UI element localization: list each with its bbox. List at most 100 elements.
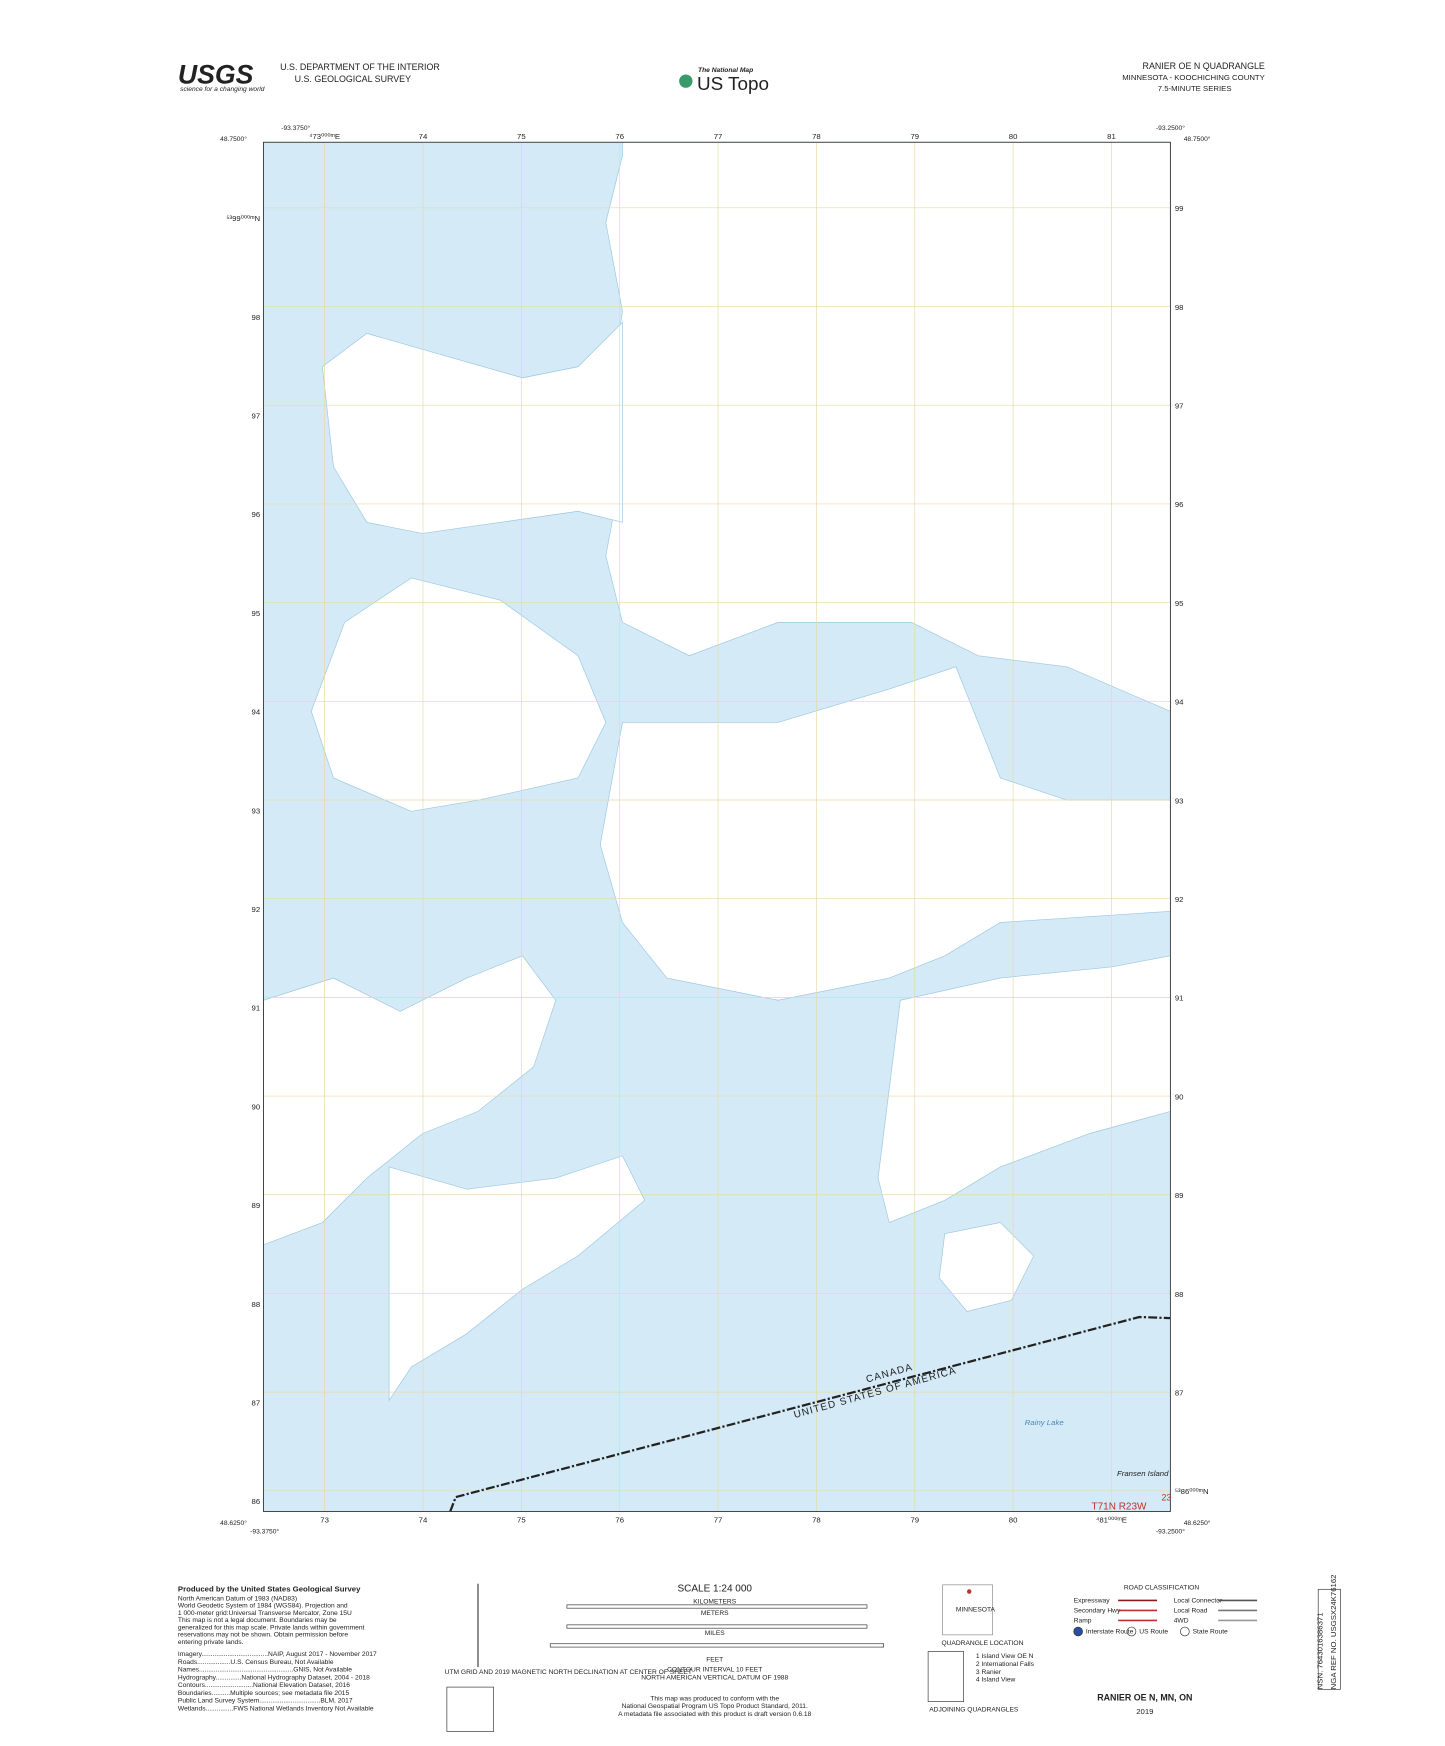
northing-label: 87	[1175, 1388, 1184, 1397]
source-line: Names...................................…	[178, 1667, 352, 1674]
vertical-datum: NORTH AMERICAN VERTICAL DATUM OF 1988	[641, 1674, 788, 1681]
northing-label: 94	[252, 708, 261, 717]
northing-label: 90	[252, 1102, 261, 1111]
scale: SCALE 1:24 000	[677, 1584, 752, 1595]
northing-label: 95	[252, 609, 261, 618]
northing-label: ⁵³99⁰⁰⁰ᵐN	[226, 214, 260, 223]
footer-year: 2019	[1136, 1707, 1153, 1716]
easting-label: 80	[1009, 132, 1018, 141]
road-title: ROAD CLASSIFICATION	[1124, 1584, 1200, 1591]
scale-unit: METERS	[701, 1610, 729, 1617]
northing-label: 89	[1175, 1191, 1184, 1200]
series: 7.5-MINUTE SERIES	[1158, 84, 1232, 93]
producer-lines: North American Datum of 1983 (NAD83)Worl…	[178, 1595, 377, 1712]
scale-bar	[566, 1624, 868, 1629]
route-label: US Route	[1139, 1629, 1168, 1636]
producer-line: generalized for this map scale. Private …	[178, 1624, 365, 1631]
state: MINNESOTA	[956, 1607, 996, 1614]
land-area	[263, 955, 557, 1246]
land	[263, 141, 1171, 1402]
land-area	[322, 321, 623, 534]
scale-unit: MILES	[705, 1630, 726, 1637]
tagline: science for a changing world	[180, 86, 265, 93]
northing-label: 95	[1175, 599, 1184, 608]
northing-label: 88	[252, 1300, 261, 1309]
easting-label: 76	[615, 1516, 624, 1525]
adjoining-item: 3 Ranier	[976, 1669, 1002, 1676]
map-frame: ⁴73⁰⁰⁰ᵐE 74 75 76 77 78 79 80 81 73 74 75 76 77 78 79 80…	[220, 124, 1211, 1536]
roads-legend: Expressway Secondary Hwy Ramp Local Connect…	[1073, 1598, 1258, 1637]
easting-label: 78	[812, 1516, 821, 1525]
section-label: 23	[1162, 1492, 1172, 1502]
source-line: Wetlands...............FWS National Wetl…	[178, 1705, 374, 1712]
footer-title: RANIER OE N, MN, ON	[1097, 1692, 1192, 1702]
road-label: Expressway	[1074, 1598, 1111, 1605]
route-label: Interstate Route	[1086, 1629, 1134, 1636]
northing-label: 96	[1175, 500, 1184, 509]
road-label: 4WD	[1174, 1618, 1189, 1625]
land-area	[938, 1222, 1035, 1312]
producer: Produced by the United States Geological…	[178, 1585, 361, 1594]
easting-label: 79	[910, 1516, 919, 1525]
standard: This map was produced to conform with th…	[618, 1695, 811, 1718]
location-marker	[967, 1589, 972, 1594]
easting-label: ⁴81⁰⁰⁰ᵐE	[1096, 1516, 1127, 1525]
northing-label: 99	[1175, 204, 1184, 213]
adjoining-title: ADJOINING QUADRANGLES	[929, 1707, 1019, 1714]
producer-line: This map is not a legal document. Bounda…	[178, 1617, 337, 1624]
neatline	[263, 141, 1171, 1512]
header: USGS science for a changing world U.S. D…	[178, 59, 1266, 95]
land-area	[877, 955, 1171, 1223]
producer-line: North American Datum of 1983 (NAD83)	[178, 1595, 297, 1602]
scale-bar	[566, 1604, 868, 1609]
easting-label: 78	[812, 132, 821, 141]
adjoining-grid	[927, 1651, 965, 1702]
corner-label: -93.3750°	[281, 124, 310, 132]
nsn: NSN. 7643016386371	[1316, 1612, 1325, 1689]
corner-label: 48.7500°	[220, 135, 247, 143]
northing-label: 87	[252, 1398, 261, 1407]
northing-label: 88	[1175, 1290, 1184, 1299]
easting-label: ⁴73⁰⁰⁰ᵐE	[309, 132, 340, 141]
nga: NGA REF NO. USGSX24K76162	[1329, 1575, 1338, 1690]
footer: Produced by the United States Geological…	[178, 1575, 1341, 1732]
producer-line: World Geodetic System of 1984 (WGS84). P…	[178, 1603, 348, 1610]
land-area	[388, 1155, 646, 1402]
adjoining-item: 1 Island View OE N	[976, 1653, 1034, 1660]
easting-label: 77	[714, 1516, 723, 1525]
source-line: Hydrography..............National Hydrog…	[178, 1674, 370, 1681]
route-symbol	[1180, 1626, 1190, 1637]
location-title: QUADRANGLE LOCATION	[941, 1640, 1023, 1647]
corner-label: -93.3750°	[250, 1528, 279, 1536]
township-label: T71N R23W	[1091, 1501, 1147, 1512]
scale-bar	[549, 1643, 884, 1648]
northing-label: 92	[252, 905, 261, 914]
barcode	[1317, 1588, 1341, 1690]
adjoining: 1 Island View OE N2 International Falls3…	[976, 1653, 1035, 1683]
road-label: Secondary Hwy	[1074, 1608, 1121, 1615]
corner-label: -93.2500°	[1156, 1528, 1185, 1536]
source-line: Roads..................U.S. Census Burea…	[178, 1659, 334, 1666]
source-line: Public Land Survey System...............…	[178, 1698, 353, 1705]
northing-label: 89	[252, 1201, 261, 1210]
easting-label: 81	[1107, 132, 1116, 141]
northing-label: 86	[252, 1497, 261, 1506]
standard-line: A metadata file associated with this pro…	[618, 1711, 811, 1718]
adjoining-item: 2 International Falls	[976, 1661, 1035, 1668]
corner-label: -93.2500°	[1156, 124, 1185, 132]
location-map	[942, 1584, 993, 1636]
corner-label: 48.6250°	[220, 1519, 247, 1527]
island-label: Fransen Island	[1117, 1469, 1169, 1478]
land-area	[310, 577, 607, 812]
contour: CONTOUR INTERVAL 10 FEET	[667, 1667, 762, 1674]
land-area	[605, 141, 1171, 712]
source-line: Imagery.................................…	[178, 1651, 377, 1658]
easting-label: 76	[615, 132, 624, 141]
northing-label: 98	[1175, 303, 1184, 312]
easting-label: 80	[1009, 1516, 1018, 1525]
road-label: Local Connector	[1174, 1598, 1223, 1605]
road-label: Ramp	[1074, 1618, 1092, 1625]
international-boundary	[449, 1315, 1171, 1512]
topo-icon	[679, 74, 693, 88]
